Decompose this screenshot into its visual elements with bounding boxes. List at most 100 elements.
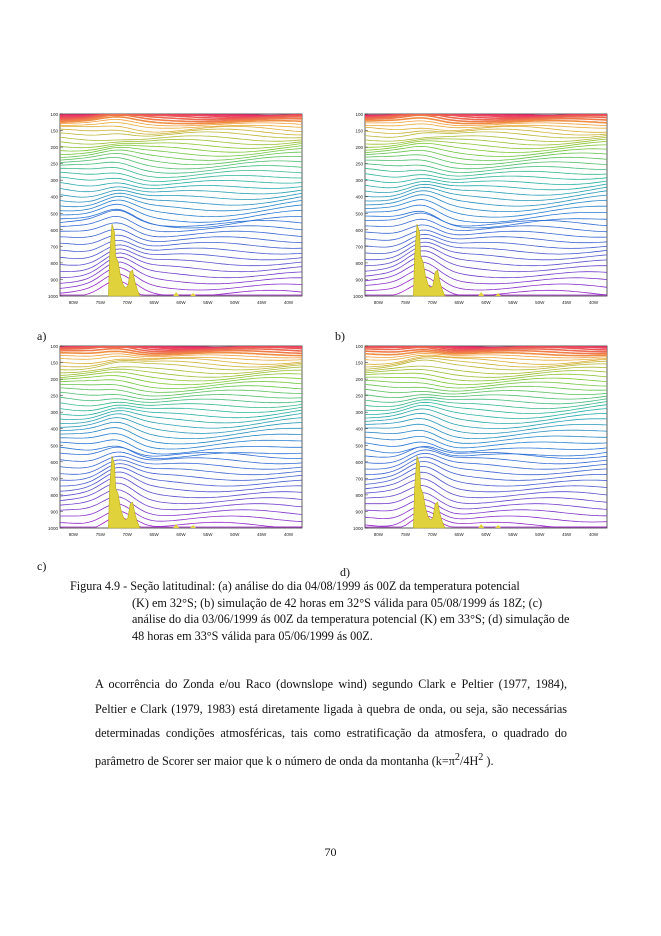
contour-line xyxy=(59,186,303,195)
contour-line xyxy=(364,380,608,389)
contour-line xyxy=(59,152,303,165)
contour-line xyxy=(364,128,608,136)
contour-line xyxy=(364,131,608,139)
contour-line xyxy=(59,413,303,429)
contour-line xyxy=(364,135,608,142)
contour-line xyxy=(364,384,608,392)
contour-line xyxy=(364,485,608,504)
y-tick-label: 150 xyxy=(355,361,363,366)
contour-line xyxy=(59,353,302,359)
y-tick-label: 500 xyxy=(355,211,363,216)
contour-line xyxy=(59,350,303,357)
x-tick-label: 80W xyxy=(69,532,79,537)
x-tick-label: 75W xyxy=(96,300,106,305)
contour-line xyxy=(59,366,303,375)
formula-denominator: /4H xyxy=(460,753,479,768)
contour-line xyxy=(59,391,303,400)
x-tick-label: 40W xyxy=(284,532,294,537)
contour-line xyxy=(364,138,608,146)
contour-line xyxy=(59,361,303,371)
contour-line xyxy=(60,280,302,296)
y-tick-label: 900 xyxy=(355,277,363,282)
contour-line xyxy=(364,241,608,261)
contour-line xyxy=(59,421,302,439)
y-tick-label: 400 xyxy=(50,195,58,200)
contour-line xyxy=(365,159,608,170)
x-tick-label: 45W xyxy=(562,532,572,537)
terrain-bump xyxy=(190,525,197,528)
contour-line xyxy=(59,371,303,382)
x-tick-label: 60W xyxy=(176,532,186,537)
x-tick-label: 50W xyxy=(230,300,240,305)
terrain-bump xyxy=(173,292,180,296)
contour-line xyxy=(364,229,608,244)
terrain-bump xyxy=(478,292,485,296)
y-tick-label: 250 xyxy=(50,162,58,167)
contour-line xyxy=(59,203,303,223)
contour-line xyxy=(364,233,608,249)
contour-line xyxy=(364,368,608,378)
contour-line xyxy=(59,407,303,419)
panel-label-c: c) xyxy=(37,559,47,573)
contour-line xyxy=(59,182,303,190)
contour-line xyxy=(364,140,608,150)
contour-line xyxy=(364,181,608,191)
contour-line xyxy=(59,240,303,255)
y-tick-label: 600 xyxy=(355,228,363,233)
contour-line xyxy=(59,410,303,424)
contour-line xyxy=(59,119,303,127)
x-tick-label: 65W xyxy=(149,300,159,305)
contour-line xyxy=(59,222,303,238)
contour-line xyxy=(60,384,303,393)
panel-label-a: a) xyxy=(37,329,47,343)
contour-line xyxy=(60,516,302,528)
contour-line xyxy=(364,352,608,359)
x-tick-label: 65W xyxy=(454,532,464,537)
contour-line xyxy=(59,176,303,186)
contour-line xyxy=(364,261,608,285)
contour-line xyxy=(364,429,607,444)
y-tick-label: 400 xyxy=(355,195,363,200)
cross-section-plot-a: 100 150 200 250 300 400 500 600 700 800 900 1000 80W… xyxy=(48,112,303,305)
x-tick-label: 50W xyxy=(535,300,545,305)
y-tick-label: 800 xyxy=(355,493,363,498)
contour-line xyxy=(59,157,303,170)
contour-line xyxy=(59,463,303,481)
figure-panel-c: 100 150 200 250 300 400 500 600 700 800 900 1000 80W… xyxy=(40,340,315,545)
contour-line xyxy=(59,215,303,233)
terrain-bump xyxy=(173,524,180,528)
contour-line xyxy=(364,471,608,493)
x-tick-label: 60W xyxy=(176,300,186,305)
contour-line xyxy=(59,199,303,217)
contour-line xyxy=(59,209,303,227)
x-tick-label: 55W xyxy=(508,300,518,305)
y-tick-label: 500 xyxy=(50,443,58,448)
y-tick-label: 400 xyxy=(355,427,363,432)
terrain-profile xyxy=(413,223,446,297)
contour-line xyxy=(59,396,303,404)
page-number: 70 xyxy=(324,845,337,859)
contour-line xyxy=(59,131,303,139)
y-tick-label: 250 xyxy=(355,394,363,399)
x-tick-label: 70W xyxy=(123,532,133,537)
contour-line xyxy=(59,476,303,499)
contour-line xyxy=(364,173,608,180)
contour-line xyxy=(59,248,303,267)
terrain-profile xyxy=(108,223,141,297)
y-tick-label: 900 xyxy=(50,277,58,282)
y-tick-label: 150 xyxy=(355,129,363,134)
y-tick-label: 1000 xyxy=(353,526,364,531)
contour-line xyxy=(60,503,303,523)
y-tick-label: 1000 xyxy=(353,294,364,299)
contour-line xyxy=(364,456,608,476)
figure-caption: Figura 4.9 - Seção latitudinal: (a) anál… xyxy=(70,578,575,644)
contour-line xyxy=(364,145,608,157)
y-tick-label: 200 xyxy=(50,145,58,150)
x-tick-label: 55W xyxy=(203,300,213,305)
y-tick-label: 300 xyxy=(355,410,363,415)
contour-line xyxy=(364,190,608,207)
contour-line xyxy=(364,376,608,385)
y-tick-label: 300 xyxy=(355,178,363,183)
y-tick-label: 600 xyxy=(50,228,58,233)
contour-line xyxy=(59,161,303,174)
